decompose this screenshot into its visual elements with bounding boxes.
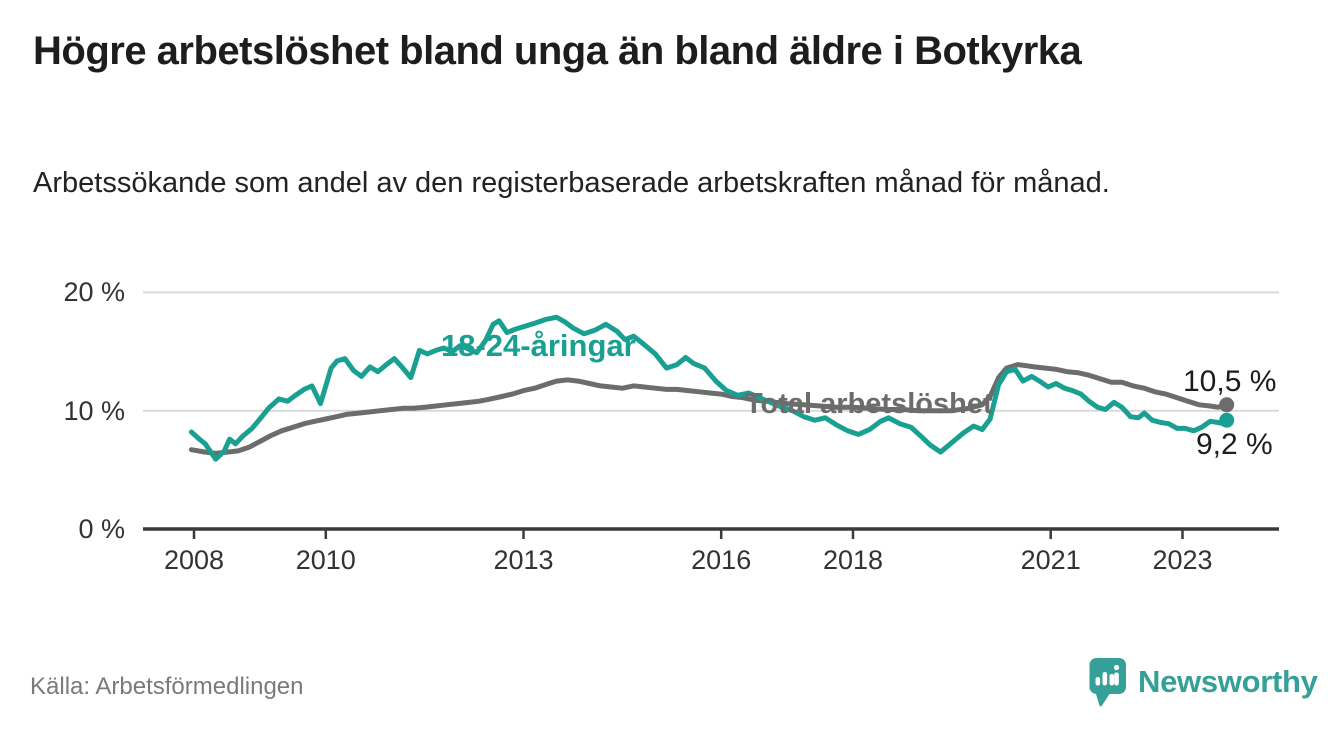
x-axis-label: 2010	[295, 545, 356, 575]
page-title: Högre arbetslöshet bland unga än bland ä…	[33, 29, 1082, 73]
brand-name: Newsworthy	[1138, 664, 1318, 699]
series-end-dot	[1219, 412, 1235, 428]
end-value-label-total: 10,5 %	[1183, 365, 1277, 398]
series-line	[188, 314, 1230, 462]
series-line	[188, 362, 1230, 456]
x-axis-label: 2021	[1020, 545, 1081, 575]
newsworthy-icon	[1089, 658, 1126, 707]
end-value-label-young: 9,2 %	[1196, 428, 1273, 461]
x-axis-label: 2008	[163, 545, 225, 575]
series-label-young: 18-24-åringar	[441, 328, 636, 363]
series-end-dot	[1219, 397, 1235, 413]
x-axis-label: 2013	[493, 545, 554, 575]
x-axis-label: 2018	[822, 545, 884, 575]
source-credit: Källa: Arbetsförmedlingen	[30, 673, 304, 700]
x-axis-label: 2023	[1152, 545, 1213, 575]
brand-logo: Newsworthy	[1087, 657, 1318, 707]
chart-subtitle: Arbetssökande som andel av den registerb…	[33, 167, 1110, 199]
series-label-total: Total arbetslöshet	[745, 388, 993, 420]
y-axis-label-10: 10 %	[63, 396, 125, 426]
x-axis-label: 2016	[691, 545, 752, 575]
y-axis-label-20: 20 %	[63, 277, 125, 307]
y-axis-label-0: 0 %	[78, 514, 125, 544]
